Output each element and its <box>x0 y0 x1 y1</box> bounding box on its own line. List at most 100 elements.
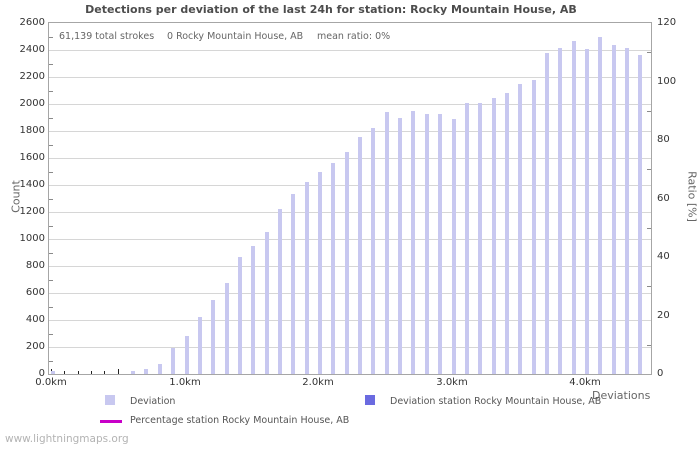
gridline <box>49 212 651 213</box>
deviation-bar <box>505 93 509 374</box>
deviation-bar <box>598 37 602 374</box>
deviation-bar <box>251 246 255 374</box>
gridline <box>49 239 651 240</box>
y-minor-tick <box>49 171 53 173</box>
chart-title: Detections per deviation of the last 24h… <box>85 3 577 16</box>
gridline <box>49 347 651 348</box>
y-tick-label-left: 200 <box>25 341 45 352</box>
deviation-bar <box>158 364 162 374</box>
deviation-bar <box>211 300 215 374</box>
y-minor-tick <box>49 144 53 146</box>
deviation-bar <box>185 336 189 374</box>
y-minor-tick <box>49 63 53 65</box>
deviation-bar <box>225 283 229 374</box>
y-minor-tick <box>647 344 651 346</box>
y-tick-label-right: 40 <box>657 251 670 262</box>
deviation-bar <box>638 55 642 374</box>
deviation-bar <box>385 112 389 374</box>
x-tick <box>118 369 119 374</box>
y-minor-tick <box>647 286 651 288</box>
y-tick-label-left: 1000 <box>19 233 45 244</box>
deviation-bar <box>131 371 135 374</box>
gridline <box>49 266 651 267</box>
deviation-bar <box>492 98 496 374</box>
y-minor-tick <box>647 110 651 112</box>
y-minor-tick <box>49 198 53 200</box>
deviation-bar <box>318 172 322 374</box>
gridline <box>49 77 651 78</box>
x-tick <box>64 371 65 374</box>
deviation-bar <box>238 257 242 374</box>
y-tick-label-left: 2200 <box>19 71 45 82</box>
deviation-bar <box>291 194 295 374</box>
gridline <box>49 185 651 186</box>
deviation-bar <box>465 103 469 374</box>
deviation-bar <box>558 48 562 374</box>
deviation-bar <box>371 128 375 374</box>
deviation-bar <box>532 80 536 374</box>
deviation-bar <box>398 118 402 374</box>
deviation-bar <box>358 137 362 374</box>
y-minor-tick <box>49 360 53 362</box>
y-tick-label-left: 1400 <box>19 179 45 190</box>
deviation-bar <box>478 103 482 374</box>
y-minor-tick <box>49 225 53 227</box>
y-tick-label-left: 600 <box>25 287 45 298</box>
deviation-bar <box>305 182 309 374</box>
x-tick <box>104 371 105 374</box>
deviation-bar <box>198 317 202 374</box>
y-tick-label-left: 400 <box>25 314 45 325</box>
y-tick-label-right: 60 <box>657 192 670 204</box>
gridline <box>49 131 651 132</box>
y-tick-label-left: 2400 <box>19 44 45 55</box>
deviation-bar <box>545 53 549 374</box>
x-tick-label: 1.0km <box>169 377 201 388</box>
y-tick-label-left: 2600 <box>19 17 45 28</box>
legend-swatch-deviation-station <box>365 395 375 405</box>
y-minor-tick <box>647 227 651 229</box>
y-minor-tick <box>49 333 53 335</box>
deviation-bar <box>265 232 269 374</box>
y-tick-label-right: 0 <box>657 368 664 379</box>
deviation-bar <box>345 152 349 374</box>
y-tick-label-right: 120 <box>657 17 677 28</box>
gridline <box>49 320 651 321</box>
watermark-link[interactable]: www.lightningmaps.org <box>5 433 129 445</box>
gridline <box>49 158 651 159</box>
annotation-total-strokes: 61,139 total strokes <box>59 31 155 42</box>
deviation-bar <box>518 84 522 374</box>
y-tick-label-left: 0 <box>38 368 45 379</box>
deviation-bar <box>425 114 429 374</box>
x-tick-label: 3.0km <box>436 377 468 388</box>
annotation-mean-ratio: mean ratio: 0% <box>317 31 391 42</box>
y-minor-tick <box>647 52 651 54</box>
legend-label-deviation-station: Deviation station Rocky Mountain House, … <box>390 396 602 407</box>
deviation-bar <box>572 41 576 374</box>
y-axis-label-left: Count <box>9 180 23 213</box>
plot-area: 61,139 total strokes 0 Rocky Mountain Ho… <box>20 17 677 388</box>
y-minor-tick <box>647 169 651 171</box>
deviation-bar <box>612 45 616 374</box>
deviation-bar <box>331 163 335 374</box>
deviation-bar <box>51 371 55 374</box>
y-tick-label-right: 100 <box>657 75 677 87</box>
y-minor-tick <box>49 279 53 281</box>
deviation-bar <box>411 111 415 374</box>
y-minor-tick <box>49 117 53 119</box>
y-minor-tick <box>49 36 53 38</box>
y-tick-label-left: 1200 <box>19 206 45 217</box>
gridline <box>49 293 651 294</box>
legend-line-percentage-station <box>100 420 122 423</box>
legend-swatch-deviation <box>105 395 115 405</box>
y-minor-tick <box>49 90 53 92</box>
gridline <box>49 50 651 51</box>
y-tick-label-right: 80 <box>657 134 670 145</box>
deviation-bar <box>452 119 456 374</box>
y-tick-label-left: 2000 <box>19 98 45 109</box>
deviation-bar <box>438 114 442 374</box>
y-minor-tick <box>49 252 53 254</box>
x-tick-label: 4.0km <box>569 377 601 388</box>
y-tick-label-left: 1800 <box>19 125 45 136</box>
y-tick-label-left: 1600 <box>19 152 45 163</box>
deviation-bar <box>278 209 282 374</box>
